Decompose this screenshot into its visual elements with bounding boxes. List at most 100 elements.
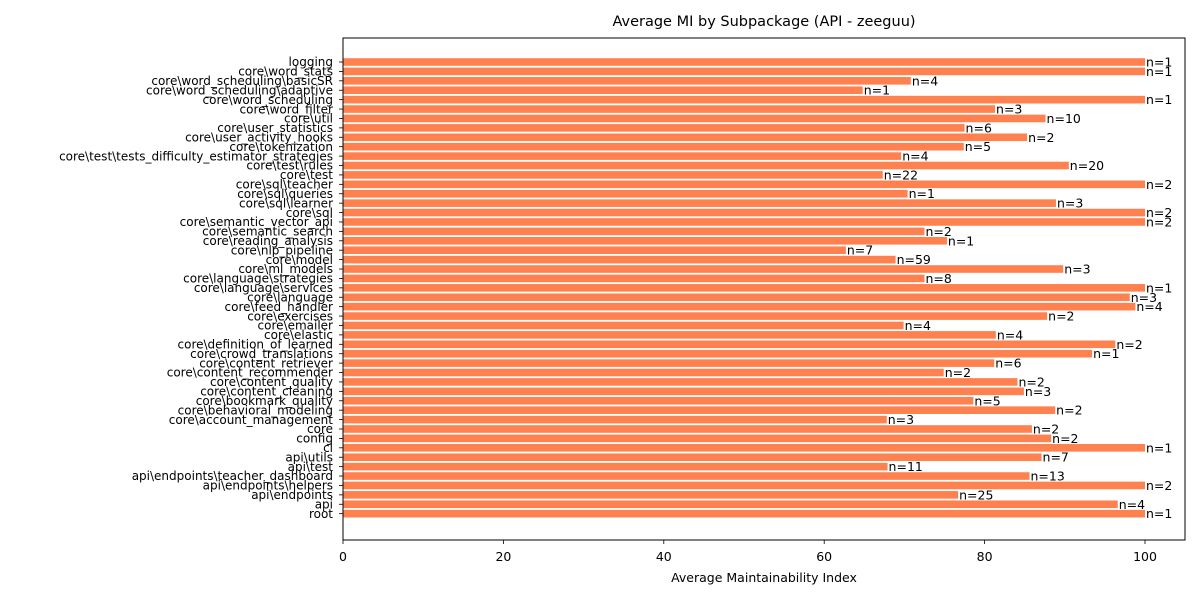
count-label: n=1	[1146, 440, 1172, 455]
bar	[343, 359, 995, 367]
category-label: core\word_filter	[240, 102, 334, 116]
count-label: n=22	[884, 167, 918, 182]
category-label: core\user_statistics	[217, 121, 333, 135]
count-label: n=1	[1146, 64, 1172, 79]
count-labels-group: n=1n=1n=4n=1n=1n=3n=10n=6n=2n=5n=4n=20n=…	[847, 55, 1173, 522]
bar	[343, 378, 1018, 386]
plot-frame	[342, 37, 1186, 541]
bar	[343, 255, 896, 264]
x-tick-label: 20	[495, 549, 511, 564]
category-label: root	[309, 507, 333, 521]
count-label: n=7	[847, 243, 873, 258]
bar	[343, 425, 1032, 433]
count-label: n=1	[909, 186, 935, 201]
count-label: n=2	[945, 365, 971, 380]
count-label: n=2	[1146, 214, 1172, 229]
x-axis-label: Average Maintainability Index	[671, 570, 857, 585]
category-label: core\crowd_translations	[190, 347, 333, 361]
category-label: core\account_management	[169, 413, 334, 427]
category-label: core\util	[284, 112, 333, 126]
bar	[343, 293, 1130, 302]
category-label: core\sql\learner	[239, 196, 333, 210]
category-label: core\semantic_vector_api	[180, 215, 333, 229]
category-label: config	[296, 432, 333, 446]
count-label: n=1	[948, 233, 974, 248]
count-label: n=11	[889, 459, 923, 474]
bar	[343, 105, 996, 113]
x-tick-label: 40	[656, 549, 672, 564]
count-label: n=4	[1136, 299, 1162, 314]
count-label: n=2	[1146, 177, 1172, 192]
category-label: api	[315, 497, 333, 511]
count-label: n=5	[965, 139, 991, 154]
category-label: core\reading_analysis	[203, 234, 333, 248]
bar	[343, 500, 1118, 509]
count-label: n=2	[1146, 478, 1172, 493]
category-label: core\nlp_pipeline	[231, 243, 333, 257]
count-label: n=20	[1070, 158, 1104, 173]
bar	[343, 161, 1069, 170]
count-label: n=8	[925, 271, 951, 286]
bar	[343, 387, 1024, 396]
category-label: core\content_retriever	[199, 356, 333, 370]
category-label: core\semantic_search	[202, 225, 333, 239]
bar	[343, 227, 925, 236]
bar	[343, 444, 1145, 452]
count-label: n=1	[1146, 506, 1172, 521]
count-label: n=3	[1131, 290, 1157, 305]
bar	[343, 236, 947, 245]
category-label: core\model	[266, 253, 333, 267]
category-label: core\sql\queries	[237, 187, 333, 201]
category-label: core\tokenization	[229, 140, 333, 154]
bar	[343, 331, 996, 339]
bars-group	[343, 58, 1145, 518]
count-label: n=2	[925, 224, 951, 239]
count-label: n=2	[1116, 337, 1142, 352]
category-label: cl	[323, 441, 333, 455]
bar	[343, 415, 887, 424]
count-label: n=4	[1119, 497, 1145, 512]
category-label: logging	[289, 55, 333, 69]
bar	[343, 321, 904, 330]
category-label: api\endpoints\helpers	[203, 479, 333, 493]
category-label: core\definition_of_learned	[178, 338, 333, 352]
count-label: n=3	[1025, 384, 1051, 399]
bar	[343, 349, 1093, 358]
category-label: api\utils	[285, 450, 333, 464]
count-label: n=2	[1048, 309, 1074, 324]
bar	[343, 312, 1048, 320]
category-label: api\test	[288, 460, 334, 474]
category-label: core\language	[247, 290, 333, 304]
bar	[343, 189, 908, 198]
count-label: n=4	[912, 73, 938, 88]
count-label: n=1	[1146, 55, 1172, 70]
count-label: n=1	[1093, 346, 1119, 361]
bar	[343, 246, 846, 254]
category-label: core	[307, 422, 333, 436]
bar	[343, 180, 1145, 189]
category-label: core\sql\teacher	[236, 178, 333, 192]
x-axis: 0 20 40 60 80 100	[339, 540, 1157, 564]
bar	[343, 67, 1145, 76]
bar	[343, 265, 1064, 273]
bar	[343, 133, 1028, 142]
count-label: n=10	[1047, 111, 1081, 126]
count-label: n=2	[1028, 130, 1054, 145]
count-label: n=2	[1033, 421, 1059, 436]
bar	[343, 114, 1046, 123]
category-label: core\content_recommender	[167, 366, 333, 380]
count-label: n=1	[864, 83, 890, 98]
bar	[343, 368, 944, 377]
bar	[343, 86, 863, 95]
bar	[343, 302, 1136, 311]
category-label: api\endpoints\teacher_dashboard	[132, 469, 333, 483]
count-label: n=1	[1146, 92, 1172, 107]
bar	[343, 284, 1145, 292]
count-label: n=3	[996, 102, 1022, 117]
category-label: core\emailer	[258, 319, 334, 333]
bar	[343, 453, 1042, 462]
category-label: core\language\services	[194, 281, 333, 295]
count-label: n=3	[1057, 196, 1083, 211]
category-label: core\word_stats	[238, 65, 333, 79]
bar	[343, 171, 883, 179]
